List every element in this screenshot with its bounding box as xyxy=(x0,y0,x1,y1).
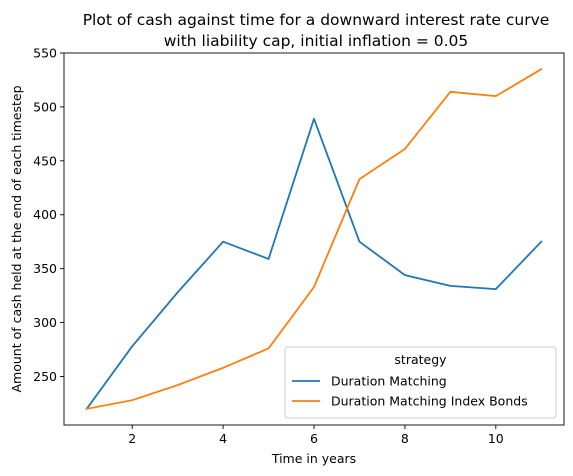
x-tick-label: 2 xyxy=(128,431,136,446)
x-tick-label: 8 xyxy=(401,431,409,446)
plot-area xyxy=(85,67,543,411)
series-line-duration-matching xyxy=(85,117,543,411)
y-tick-label: 500 xyxy=(33,99,57,114)
x-tick-label: 6 xyxy=(310,431,318,446)
x-tick-label: 10 xyxy=(488,431,504,446)
y-tick-label: 350 xyxy=(33,261,57,276)
y-tick-label: 250 xyxy=(33,369,57,384)
chart-title-line-2: with liability cap, initial inflation = … xyxy=(164,32,469,50)
x-axis-label: Time in years xyxy=(271,451,356,466)
y-axis-ticks: 250 300 350 400 450 500 550 xyxy=(33,46,64,384)
y-tick-label: 550 xyxy=(33,46,57,61)
chart-title-line-1: Plot of cash against time for a downward… xyxy=(83,11,550,29)
legend: strategy Duration Matching Duration Matc… xyxy=(284,346,557,419)
y-tick-label: 400 xyxy=(33,207,57,222)
legend-title: strategy xyxy=(394,352,447,367)
legend-label-duration-matching-index-bonds: Duration Matching Index Bonds xyxy=(331,394,528,409)
y-tick-label: 300 xyxy=(33,315,57,330)
x-axis-ticks: 2 4 6 8 10 xyxy=(128,425,504,446)
series-line-duration-matching-index-bonds xyxy=(85,67,543,410)
y-axis-label: Amount of cash held at the end of each t… xyxy=(9,85,24,392)
x-tick-label: 4 xyxy=(219,431,227,446)
legend-box xyxy=(284,346,557,419)
legend-label-duration-matching: Duration Matching xyxy=(331,374,447,389)
y-tick-label: 450 xyxy=(33,153,57,168)
